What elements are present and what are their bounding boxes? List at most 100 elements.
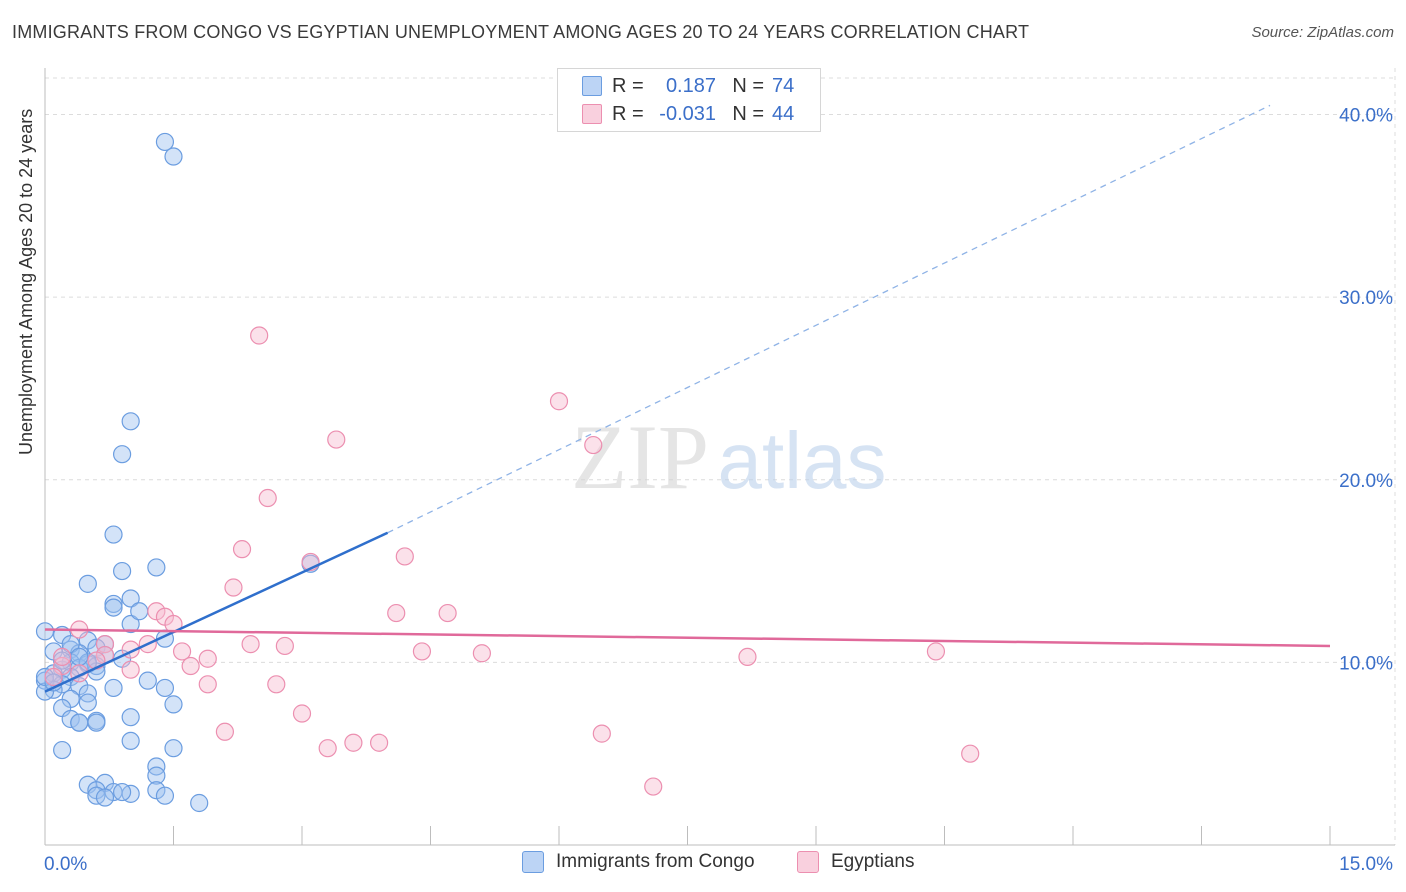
point-0-3 (112, 445, 132, 464)
point-0-2 (121, 412, 140, 431)
trend-lines (44, 104, 1331, 693)
point-1-35 (215, 722, 234, 741)
point-0-69 (61, 635, 80, 654)
series-congo-points (35, 132, 320, 813)
point-0-48 (121, 731, 140, 751)
point-1-8 (224, 578, 243, 597)
n-label: N = (732, 102, 764, 125)
r-label: R = (612, 102, 644, 125)
point-0-11 (121, 614, 140, 634)
point-1-37 (370, 733, 389, 752)
n-label: N = (732, 74, 764, 97)
swatch-congo (522, 851, 544, 873)
n-value: 74 (772, 74, 795, 97)
point-0-35 (104, 678, 123, 698)
point-1-2 (327, 430, 346, 449)
point-1-30 (181, 656, 200, 676)
point-0-43 (121, 708, 140, 727)
point-1-5 (232, 540, 252, 559)
point-1-10 (438, 603, 457, 623)
r-value: 0.187 (665, 74, 716, 97)
point-0-36 (78, 684, 97, 703)
point-1-22 (926, 642, 946, 661)
x-tick-label-max: 15.0% (1339, 854, 1393, 875)
r-value: -0.031 (659, 102, 716, 125)
trend-line-0 (44, 531, 389, 693)
point-1-19 (172, 642, 192, 661)
y-tick-label-40: 40.0% (1339, 106, 1393, 127)
point-1-1 (549, 392, 569, 411)
point-0-41 (164, 695, 183, 714)
point-0-64 (112, 782, 132, 802)
series-egyptians-points (44, 326, 980, 796)
legend-label-egyptians: Egyptians (831, 851, 915, 872)
point-1-4 (258, 488, 277, 508)
point-0-62 (190, 793, 209, 813)
point-1-41 (644, 777, 663, 796)
x-tick-label-min: 0.0% (44, 854, 87, 875)
point-1-34 (292, 704, 312, 723)
trend-extension-0 (387, 104, 1271, 534)
legend-item-congo[interactable]: Immigrants from Congo (522, 851, 755, 873)
point-1-6 (395, 547, 414, 566)
series-legend: Immigrants from Congo Egyptians (0, 851, 1406, 879)
point-0-61 (155, 786, 175, 805)
point-1-23 (738, 647, 757, 667)
trend-line-1 (44, 628, 1331, 648)
legend-item-egyptians[interactable]: Egyptians (797, 851, 914, 873)
x-tick-labels: 0.0% 15.0% (44, 854, 1393, 875)
point-1-16 (241, 635, 260, 654)
point-0-52 (147, 766, 166, 785)
point-1-20 (412, 642, 432, 661)
swatch-egyptians (797, 851, 819, 873)
y-axis-label: Unemployment Among Ages 20 to 24 years (16, 108, 36, 455)
point-0-1 (164, 147, 183, 166)
point-1-38 (344, 733, 363, 752)
source-label: Source: ZipAtlas.com (1251, 24, 1394, 41)
point-1-24 (198, 649, 217, 668)
point-1-39 (318, 739, 337, 758)
point-0-51 (147, 757, 166, 776)
point-1-32 (198, 675, 217, 694)
point-0-37 (138, 671, 157, 690)
point-1-18 (275, 636, 294, 656)
chart-title: IMMIGRANTS FROM CONGO VS EGYPTIAN UNEMPL… (12, 22, 1030, 42)
point-0-46 (87, 713, 106, 732)
point-0-7 (78, 574, 97, 593)
point-0-4 (104, 525, 123, 544)
axes (44, 68, 1395, 846)
point-1-36 (592, 724, 611, 743)
point-0-5 (147, 558, 166, 577)
point-1-33 (267, 675, 286, 694)
point-0-71 (70, 647, 89, 667)
point-0-6 (112, 561, 132, 581)
swatch-egyptians (582, 104, 602, 124)
point-1-43 (53, 647, 72, 667)
point-0-49 (164, 739, 183, 758)
point-0-38 (155, 678, 175, 698)
legend-row-egyptians: R = -0.031 N = 44 (582, 101, 794, 127)
y-tick-labels: 10.0% 20.0% 30.0% 40.0% (1339, 106, 1393, 675)
legend-row-congo: R = 0.187 N = 74 (582, 73, 794, 99)
point-1-9 (387, 603, 406, 623)
point-0-0 (155, 132, 175, 152)
point-0-68 (130, 602, 149, 621)
y-tick-label-20: 20.0% (1339, 471, 1393, 492)
point-1-3 (584, 435, 603, 455)
n-value: 44 (772, 102, 795, 125)
correlation-legend: R = 0.187 N = 74 R = -0.031 N = 44 (557, 68, 821, 132)
watermark-zip: ZIP (571, 406, 709, 508)
point-0-13 (35, 622, 55, 641)
y-tick-label-30: 30.0% (1339, 288, 1393, 309)
point-0-60 (95, 788, 115, 807)
point-0-10 (104, 598, 123, 617)
point-1-0 (250, 326, 269, 345)
point-1-31 (44, 667, 63, 687)
point-1-40 (961, 744, 980, 763)
watermark-atlas: atlas (718, 416, 887, 505)
y-tick-label-10: 10.0% (1339, 653, 1393, 674)
point-0-40 (78, 693, 97, 712)
legend-label-congo: Immigrants from Congo (556, 851, 755, 872)
point-0-50 (53, 740, 72, 760)
